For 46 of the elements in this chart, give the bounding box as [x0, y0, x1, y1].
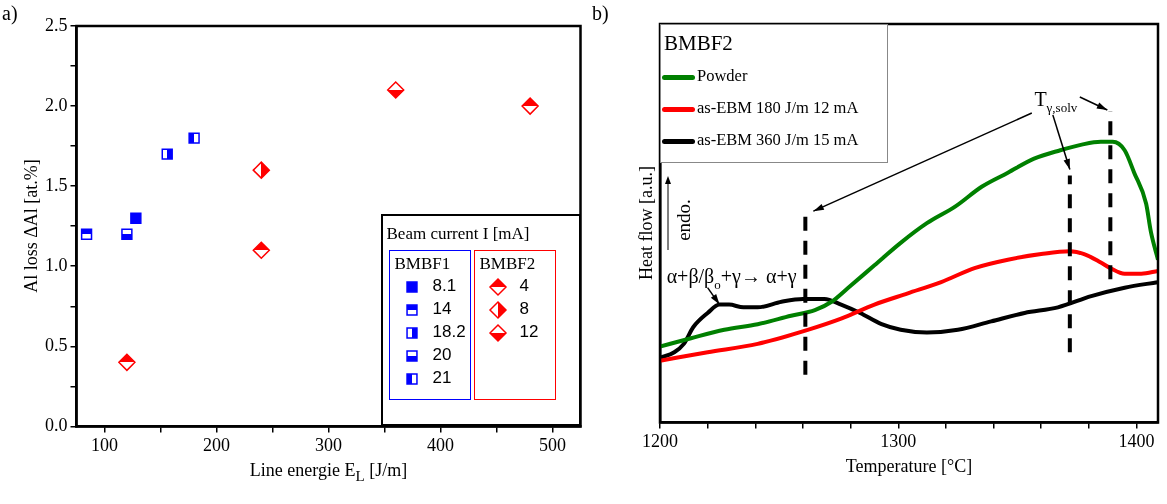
chart-title: b)	[592, 2, 609, 25]
y-tick-label: 0.5	[45, 335, 68, 356]
legend-title: Beam current I [mA]	[386, 224, 531, 245]
legend-label: 20	[431, 344, 453, 367]
y-tick-label: 1.0	[45, 254, 68, 275]
legend-label: as-EBM 180 J/m 12 mA	[696, 97, 860, 119]
point	[188, 132, 200, 144]
y-tick-label: 1.5	[45, 174, 68, 195]
x-tick-label: 1400	[1118, 430, 1155, 451]
point	[118, 353, 136, 372]
x-tick-label: 400	[427, 434, 454, 455]
legend-label: as-EBM 360 J/m 15 mA	[696, 129, 860, 151]
annotation: BMBF1	[394, 254, 452, 275]
legend-label: 14	[431, 298, 453, 321]
y-tick-label: 2.0	[45, 94, 68, 115]
point	[521, 97, 539, 115]
x-tick-label: 100	[91, 434, 118, 455]
x-tick-label: 1200	[642, 430, 678, 451]
y-tick-label: 2.5	[45, 14, 68, 35]
x-axis-title: Temperature [°C]	[844, 456, 974, 478]
x-axis-title: Line energie E$_{L}$ [J/m]	[248, 460, 409, 485]
point	[80, 228, 93, 240]
legend-label: 21	[431, 367, 453, 390]
legend-label: Powder	[696, 65, 749, 87]
x-tick-label: 200	[203, 434, 230, 455]
x-tick-label: 300	[315, 434, 342, 455]
point	[252, 241, 271, 259]
point	[121, 228, 133, 240]
legend-title: BMBF2	[664, 31, 734, 56]
y-axis-title: Heat flow [a.u.]	[635, 166, 657, 281]
point	[161, 148, 173, 160]
point	[386, 81, 405, 99]
point	[252, 161, 271, 179]
y-axis-title: Al loss ΔAl [at.%]	[20, 159, 41, 293]
legend-label: 18.2	[431, 321, 467, 344]
legend-label: 4	[518, 275, 530, 298]
x-tick-label: 500	[539, 434, 566, 455]
legend-label: 8	[518, 298, 530, 321]
y-tick-label: 0.0	[45, 415, 68, 436]
legend-label: 8.1	[431, 275, 458, 298]
annotation: endo.	[673, 199, 694, 241]
legend-label: 12	[518, 321, 540, 344]
annotation: BMBF2	[479, 254, 537, 275]
chart-title: a)	[2, 2, 18, 25]
point	[130, 212, 142, 224]
x-tick-label: 1300	[880, 430, 917, 451]
